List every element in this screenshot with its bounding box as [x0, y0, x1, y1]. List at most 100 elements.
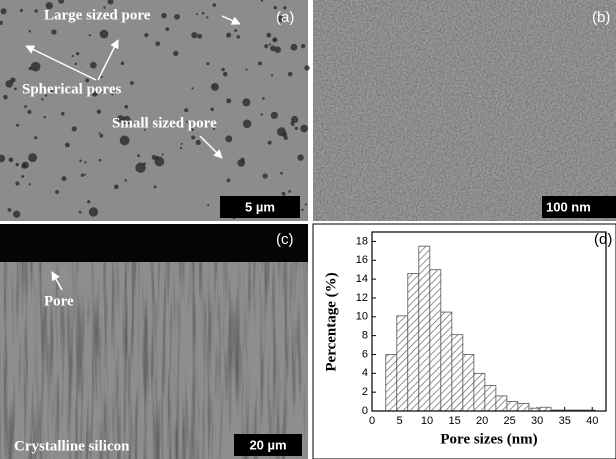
pore — [245, 68, 248, 71]
pore — [257, 61, 262, 66]
pore — [143, 128, 146, 132]
pore — [191, 135, 196, 140]
pore — [153, 185, 157, 189]
pore — [51, 29, 57, 35]
pore — [212, 3, 217, 7]
arrow — [97, 39, 119, 81]
pore — [242, 98, 251, 107]
bar — [429, 269, 442, 412]
pore — [13, 87, 17, 91]
pore — [262, 97, 265, 100]
x-tick-label: 0 — [369, 415, 375, 427]
annotation: Large sized pore — [44, 7, 151, 23]
pore — [91, 90, 98, 97]
bar — [451, 334, 464, 412]
pore — [262, 173, 268, 179]
pore — [96, 109, 102, 114]
pore — [41, 98, 44, 101]
pore — [120, 61, 125, 66]
pore — [191, 87, 194, 90]
texture — [313, 0, 616, 221]
panel-d: (d) Pore sizes (nm) Percentage (%) 0 2 4 6 8… — [312, 223, 616, 459]
pore — [83, 173, 86, 176]
pore — [206, 62, 210, 66]
arrow — [25, 45, 97, 81]
pore — [195, 139, 201, 146]
pore — [100, 91, 103, 94]
pore — [276, 127, 286, 137]
bar — [506, 401, 519, 412]
pore — [27, 109, 32, 115]
pore — [161, 12, 167, 19]
bar — [418, 245, 431, 412]
pore — [190, 128, 194, 132]
y-tick-label: 0 — [362, 405, 368, 417]
pore — [184, 108, 189, 113]
x-tick-label: 35 — [559, 415, 571, 427]
pore — [260, 0, 264, 2]
pore — [135, 162, 146, 173]
x-axis-label: Pore sizes (nm) — [440, 431, 537, 447]
panel-c: (c) Pore Crystalline silicon 20 µm — [0, 224, 308, 459]
pore — [161, 153, 164, 156]
pore — [226, 178, 231, 183]
pore — [75, 51, 80, 56]
bar — [484, 385, 497, 412]
pore — [43, 115, 46, 119]
panel-label: (d) — [594, 231, 612, 248]
pore — [272, 37, 278, 43]
annotation: Crystalline silicon — [14, 438, 130, 454]
pore — [196, 13, 199, 16]
pore — [267, 140, 272, 145]
pore — [111, 93, 114, 96]
pore — [137, 154, 141, 158]
pore — [61, 111, 65, 116]
pore — [88, 207, 99, 217]
bar — [517, 403, 530, 412]
pore — [270, 111, 278, 119]
pore — [212, 127, 216, 131]
pore — [288, 190, 291, 193]
top-layer — [0, 224, 308, 262]
pores — [0, 0, 310, 220]
pore — [0, 8, 7, 15]
pore — [122, 115, 131, 125]
pore — [80, 173, 84, 177]
pore — [0, 154, 6, 163]
pore — [287, 71, 293, 77]
pore — [78, 210, 82, 214]
pore — [274, 46, 281, 54]
pore — [197, 33, 203, 39]
pore — [174, 13, 180, 20]
pore — [304, 65, 310, 71]
annotation: Spherical pores — [22, 81, 121, 97]
pore — [212, 84, 215, 88]
pore — [100, 75, 103, 78]
pore — [300, 43, 306, 49]
pore — [28, 30, 32, 33]
pore — [24, 105, 28, 108]
pore — [290, 43, 298, 51]
pore — [7, 208, 12, 212]
pore — [107, 0, 114, 5]
pore — [221, 67, 225, 72]
panel-label: (a) — [276, 9, 294, 26]
pore — [304, 203, 307, 206]
pore — [87, 200, 91, 204]
pore — [207, 204, 210, 207]
pore — [280, 171, 283, 175]
pore — [71, 126, 77, 132]
pore — [21, 174, 25, 178]
pore — [226, 98, 232, 104]
y-axis-label: Percentage (%) — [323, 272, 339, 371]
pore — [179, 146, 182, 150]
y-tick-label: 8 — [362, 330, 368, 342]
pore — [30, 61, 41, 72]
pore — [291, 115, 299, 124]
panel-label: (c) — [276, 231, 294, 248]
pore — [34, 136, 38, 140]
pore — [283, 6, 287, 10]
y-tick-label: 14 — [356, 273, 368, 285]
pore — [211, 83, 219, 91]
